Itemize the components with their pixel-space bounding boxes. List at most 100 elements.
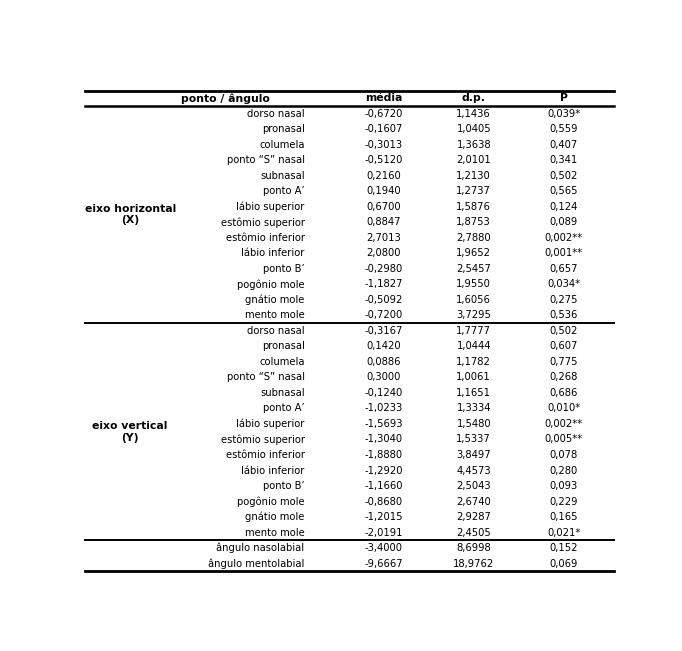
Text: d.p.: d.p.	[462, 93, 486, 104]
Text: estômio superior: estômio superior	[220, 217, 305, 228]
Text: 0,093: 0,093	[550, 481, 578, 491]
Text: columela: columela	[259, 357, 305, 367]
Text: 0,8847: 0,8847	[367, 217, 401, 227]
Text: lábio inferior: lábio inferior	[241, 249, 305, 258]
Text: subnasal: subnasal	[260, 171, 305, 181]
Text: 0,686: 0,686	[550, 388, 578, 398]
Text: estômio superior: estômio superior	[220, 434, 305, 445]
Text: ângulo mentolabial: ângulo mentolabial	[208, 559, 305, 569]
Text: 1,9652: 1,9652	[456, 249, 491, 258]
Text: 0,502: 0,502	[550, 171, 578, 181]
Text: 2,4505: 2,4505	[456, 527, 491, 538]
Text: 0,229: 0,229	[549, 497, 578, 506]
Text: pronasal: pronasal	[262, 124, 305, 134]
Text: -9,6667: -9,6667	[365, 559, 403, 568]
Text: 2,0800: 2,0800	[367, 249, 401, 258]
Text: -1,0233: -1,0233	[365, 404, 403, 413]
Text: -0,1607: -0,1607	[365, 124, 403, 134]
Text: eixo horizontal
(X): eixo horizontal (X)	[85, 204, 176, 225]
Text: 0,565: 0,565	[549, 186, 578, 197]
Text: 1,0405: 1,0405	[456, 124, 491, 134]
Text: 0,275: 0,275	[549, 295, 578, 305]
Text: ponto / ângulo: ponto / ângulo	[181, 93, 270, 104]
Text: 0,002**: 0,002**	[544, 233, 582, 243]
Text: 1,1436: 1,1436	[456, 109, 491, 119]
Text: mento mole: mento mole	[245, 527, 305, 538]
Text: ponto A’: ponto A’	[263, 404, 305, 413]
Text: 0,268: 0,268	[550, 372, 578, 383]
Text: 3,7295: 3,7295	[456, 311, 491, 320]
Text: média: média	[365, 93, 402, 104]
Text: 1,3334: 1,3334	[456, 404, 491, 413]
Text: -1,2015: -1,2015	[365, 512, 403, 522]
Text: gnátio mole: gnátio mole	[246, 512, 305, 522]
Text: -3,4000: -3,4000	[365, 543, 403, 553]
Text: 0,152: 0,152	[549, 543, 578, 553]
Text: -0,2980: -0,2980	[365, 264, 403, 274]
Text: lábio inferior: lábio inferior	[241, 465, 305, 475]
Text: 0,559: 0,559	[549, 124, 578, 134]
Text: 1,7777: 1,7777	[456, 326, 491, 336]
Text: columela: columela	[259, 140, 305, 150]
Text: eixo vertical
(Y): eixo vertical (Y)	[93, 421, 168, 443]
Text: 0,069: 0,069	[550, 559, 578, 568]
Text: -0,5120: -0,5120	[365, 156, 403, 165]
Text: 1,0061: 1,0061	[456, 372, 491, 383]
Text: 0,165: 0,165	[549, 512, 578, 522]
Text: -2,0191: -2,0191	[365, 527, 403, 538]
Text: 0,775: 0,775	[549, 357, 578, 367]
Text: -0,8680: -0,8680	[365, 497, 403, 506]
Text: 3,8497: 3,8497	[456, 450, 491, 460]
Text: 2,9287: 2,9287	[456, 512, 491, 522]
Text: -1,2920: -1,2920	[365, 465, 403, 475]
Text: 0,6700: 0,6700	[366, 202, 401, 212]
Text: P: P	[560, 93, 567, 104]
Text: 8,6998: 8,6998	[456, 543, 491, 553]
Text: 2,7880: 2,7880	[456, 233, 491, 243]
Text: -0,3167: -0,3167	[365, 326, 403, 336]
Text: 2,5043: 2,5043	[456, 481, 491, 491]
Text: ponto A’: ponto A’	[263, 186, 305, 197]
Text: -0,6720: -0,6720	[365, 109, 403, 119]
Text: 0,341: 0,341	[550, 156, 578, 165]
Text: 0,0886: 0,0886	[367, 357, 401, 367]
Text: pogônio mole: pogônio mole	[237, 279, 305, 290]
Text: 1,5480: 1,5480	[456, 419, 491, 429]
Text: -0,1240: -0,1240	[365, 388, 403, 398]
Text: 2,7013: 2,7013	[366, 233, 401, 243]
Text: ponto “S” nasal: ponto “S” nasal	[226, 156, 305, 165]
Text: 1,1782: 1,1782	[456, 357, 491, 367]
Text: 1,2130: 1,2130	[456, 171, 491, 181]
Text: ponto “S” nasal: ponto “S” nasal	[226, 372, 305, 383]
Text: -0,3013: -0,3013	[365, 140, 403, 150]
Text: 1,2737: 1,2737	[456, 186, 491, 197]
Text: lábio superior: lábio superior	[236, 202, 305, 212]
Text: 0,657: 0,657	[549, 264, 578, 274]
Text: 0,3000: 0,3000	[367, 372, 401, 383]
Text: 1,3638: 1,3638	[456, 140, 491, 150]
Text: 0,078: 0,078	[550, 450, 578, 460]
Text: 0,1420: 0,1420	[366, 342, 401, 352]
Text: 0,407: 0,407	[550, 140, 578, 150]
Text: lábio superior: lábio superior	[236, 419, 305, 429]
Text: -1,8880: -1,8880	[365, 450, 403, 460]
Text: 0,2160: 0,2160	[366, 171, 401, 181]
Text: 1,6056: 1,6056	[456, 295, 491, 305]
Text: subnasal: subnasal	[260, 388, 305, 398]
Text: 2,5457: 2,5457	[456, 264, 491, 274]
Text: 2,6740: 2,6740	[456, 497, 491, 506]
Text: estômio inferior: estômio inferior	[226, 450, 305, 460]
Text: 0,039*: 0,039*	[547, 109, 580, 119]
Text: dorso nasal: dorso nasal	[247, 326, 305, 336]
Text: -0,7200: -0,7200	[365, 311, 403, 320]
Text: -1,1827: -1,1827	[365, 279, 403, 290]
Text: -0,5092: -0,5092	[365, 295, 403, 305]
Text: 0,280: 0,280	[550, 465, 578, 475]
Text: 0,005**: 0,005**	[544, 434, 582, 445]
Text: -1,3040: -1,3040	[365, 434, 403, 445]
Text: ponto B’: ponto B’	[263, 481, 305, 491]
Text: pogônio mole: pogônio mole	[237, 496, 305, 506]
Text: 0,010*: 0,010*	[547, 404, 580, 413]
Text: 1,0444: 1,0444	[456, 342, 491, 352]
Text: 0,124: 0,124	[550, 202, 578, 212]
